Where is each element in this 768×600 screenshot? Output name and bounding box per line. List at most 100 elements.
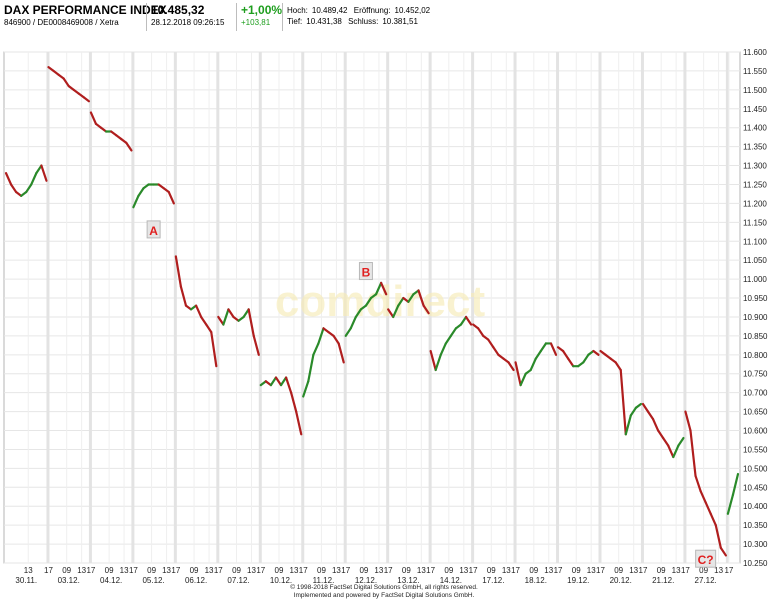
header-divider (236, 3, 237, 31)
x-hour-tick: 13 (24, 566, 33, 575)
series-segment (317, 327, 325, 345)
series-segment (374, 281, 383, 296)
x-hour-tick: 17 (341, 566, 350, 575)
x-hour-tick: 13 (417, 566, 426, 575)
day-separator (683, 52, 687, 563)
series-segment (40, 164, 48, 182)
y-tick-label: 11.350 (743, 143, 767, 152)
series-segment (699, 489, 707, 504)
x-hour-tick: 17 (596, 566, 605, 575)
series-segment (179, 285, 188, 307)
series-segment (549, 342, 558, 356)
series-segment (422, 304, 430, 315)
y-tick-label: 11.600 (743, 48, 767, 57)
plot-frame (3, 51, 741, 564)
series-segment (667, 444, 675, 459)
series-segment (689, 429, 697, 478)
series-segment (429, 349, 437, 372)
x-hour-tick: 17 (469, 566, 478, 575)
series-segment (210, 331, 218, 368)
series-segment (279, 376, 288, 387)
series-segment (651, 418, 660, 432)
series-segment (619, 368, 627, 436)
series-segment (634, 402, 643, 409)
day-stats: Hoch: 10.489,42 Eröffnung: 10.452,02 Tief:… (287, 3, 434, 31)
x-hour-tick: 17 (214, 566, 223, 575)
series-segment (417, 289, 425, 307)
x-date-label: 19.12. (567, 576, 589, 584)
y-tick-label: 11.100 (743, 237, 767, 246)
series-segment (194, 304, 203, 319)
series-segment (514, 361, 522, 387)
day-separator (46, 52, 50, 563)
x-hour-tick: 09 (657, 566, 666, 575)
day-series (429, 315, 473, 372)
series-segment (624, 414, 632, 436)
x-date-label: 03.12. (58, 576, 80, 584)
x-date-label: 21.12. (652, 576, 674, 584)
last-price: 10.485,32 (151, 3, 205, 17)
day-separator (88, 52, 92, 563)
series-segment (614, 361, 622, 372)
series-segment (397, 296, 405, 307)
x-hour-tick: 13 (587, 566, 596, 575)
annotation-label: C? (698, 553, 714, 567)
y-axis-labels: 10.250 10.300 10.350 10.400 10.450 10.500 10.5… (743, 48, 768, 568)
day-separator (216, 52, 220, 563)
series-segment (132, 194, 140, 209)
x-date-label: 06.12. (185, 576, 207, 584)
series-segment (332, 334, 340, 345)
day-series (4, 164, 48, 197)
day-series (599, 349, 643, 436)
day-separator (301, 52, 305, 563)
chart-annotations: A B C? (146, 220, 717, 568)
series-segment (167, 190, 175, 205)
change-absolute: +103,81 (241, 18, 271, 27)
series-segment (89, 111, 98, 126)
day-separator (386, 52, 390, 563)
series-segment (684, 410, 692, 432)
change-info: +1,00% +103,81 (241, 3, 282, 31)
x-hour-tick: 17 (86, 566, 95, 575)
series-segment (222, 308, 230, 326)
series-segment (464, 315, 473, 326)
series-segment (629, 406, 637, 417)
series-segment (694, 474, 702, 493)
series-segment (392, 304, 400, 319)
x-hour-tick: 13 (374, 566, 383, 575)
y-tick-label: 10.600 (743, 427, 768, 436)
x-date-label: 20.12. (610, 576, 632, 584)
x-date-label: 04.12. (100, 576, 122, 584)
day-series (344, 281, 388, 337)
series-segment (662, 436, 670, 447)
open-value: 10.452,02 (394, 6, 431, 15)
y-tick-label: 10.300 (743, 540, 768, 549)
series-segment (312, 342, 320, 356)
x-hour-tick: 17 (384, 566, 393, 575)
series-segment (407, 293, 415, 303)
annotation-box (695, 549, 717, 568)
y-tick-label: 11.550 (743, 67, 767, 76)
intraday-chart: comdirect 10.25010.30010.35010.40010.450… (3, 48, 768, 584)
x-hour-tick: 13 (120, 566, 129, 575)
x-hour-tick: 13 (544, 566, 553, 575)
x-hour-tick: 09 (572, 566, 581, 575)
day-series (472, 323, 515, 372)
x-hour-tick: 09 (487, 566, 496, 575)
x-hour-tick: 17 (129, 566, 138, 575)
x-hour-tick: 09 (190, 566, 199, 575)
x-hour-tick: 17 (639, 566, 648, 575)
y-tick-label: 10.900 (743, 313, 768, 322)
header-divider (146, 3, 147, 31)
x-hour-tick: 09 (105, 566, 114, 575)
x-date-label: 18.12. (525, 576, 547, 584)
series-segment (30, 172, 38, 186)
day-series (641, 402, 685, 459)
day-separator (725, 52, 729, 563)
series-segment (205, 323, 213, 334)
x-hour-tick: 09 (359, 566, 368, 575)
series-segment (35, 164, 43, 175)
x-hour-tick: 13 (672, 566, 681, 575)
x-hour-tick: 09 (317, 566, 326, 575)
